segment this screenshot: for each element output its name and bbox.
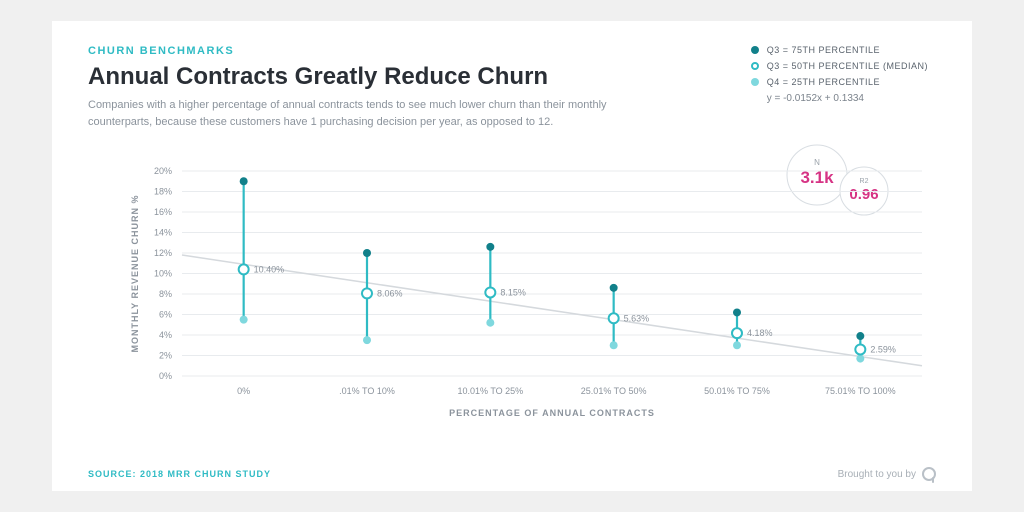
svg-text:20%: 20% [154,166,172,176]
ring-icon [751,62,759,70]
svg-text:0%: 0% [159,371,172,381]
svg-text:25.01% TO 50%: 25.01% TO 50% [581,386,647,396]
svg-text:.01% TO 10%: .01% TO 10% [339,386,395,396]
svg-text:10.01% TO 25%: 10.01% TO 25% [457,386,523,396]
svg-text:0%: 0% [237,386,250,396]
svg-text:6%: 6% [159,310,172,320]
svg-text:16%: 16% [154,207,172,217]
svg-text:18%: 18% [154,187,172,197]
logo-icon [922,467,936,481]
brought-label: Brought to you by [838,469,916,480]
svg-text:75.01% TO 100%: 75.01% TO 100% [825,386,896,396]
legend-equation: y = -0.0152x + 0.1334 [767,93,928,104]
legend-item-q25: Q4 = 25TH PERCENTILE [751,77,928,87]
svg-text:4.18%: 4.18% [747,328,773,338]
svg-text:50.01% TO 75%: 50.01% TO 75% [704,386,770,396]
svg-text:4%: 4% [159,330,172,340]
legend-label: Q3 = 50TH PERCENTILE (MEDIAN) [767,61,928,71]
svg-text:10%: 10% [154,269,172,279]
svg-text:5.63%: 5.63% [624,313,650,323]
svg-text:8.15%: 8.15% [500,287,526,297]
legend-label: Q3 = 75TH PERCENTILE [767,45,880,55]
svg-text:12%: 12% [154,248,172,258]
svg-text:8.06%: 8.06% [377,288,403,298]
legend-item-q75: Q3 = 75TH PERCENTILE [751,45,928,55]
brought-by: Brought to you by [838,467,936,481]
legend: Q3 = 75TH PERCENTILE Q3 = 50TH PERCENTIL… [751,45,928,104]
chart-subtitle: Companies with a higher percentage of an… [88,97,628,130]
svg-text:PERCENTAGE OF ANNUAL CONTRACTS: PERCENTAGE OF ANNUAL CONTRACTS [449,408,655,418]
chart-area: 0% 2% 4% 6% 8% 10% 12% 14% 16% 18% 20% MONTHLY REVE… [112,161,932,421]
svg-text:MONTHLY REVENUE CHURN %: MONTHLY REVENUE CHURN % [130,194,140,352]
chart-card: CHURN BENCHMARKS Annual Contracts Greatl… [52,21,972,491]
source-text: SOURCE: 2018 MRR CHURN STUDY [88,469,271,479]
svg-text:2.59%: 2.59% [870,344,896,354]
svg-text:14%: 14% [154,228,172,238]
footer: SOURCE: 2018 MRR CHURN STUDY Brought to … [88,467,936,481]
svg-text:8%: 8% [159,289,172,299]
svg-text:2%: 2% [159,351,172,361]
dot-icon [751,78,759,86]
svg-text:10.40%: 10.40% [254,264,285,274]
legend-label: Q4 = 25TH PERCENTILE [767,77,880,87]
legend-item-q50: Q3 = 50TH PERCENTILE (MEDIAN) [751,61,928,71]
dot-icon [751,46,759,54]
